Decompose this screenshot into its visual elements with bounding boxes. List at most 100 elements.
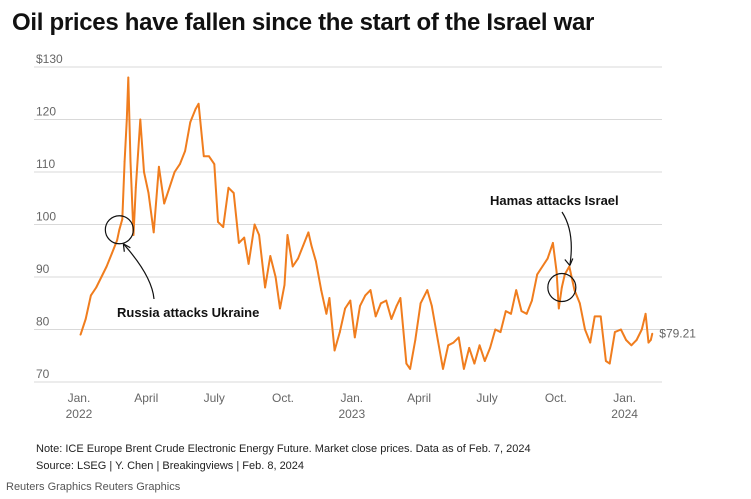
data-point (409, 367, 412, 370)
data-point (243, 236, 246, 239)
data-point (118, 228, 121, 231)
data-point (274, 276, 277, 278)
x-tick-label: July (204, 391, 225, 405)
data-point (129, 160, 132, 163)
x-tick-label: Oct. (545, 391, 567, 405)
chart-source: Source: LSEG | Y. Chen | Breakingviews |… (36, 460, 305, 472)
data-point (463, 367, 465, 370)
data-point (546, 257, 549, 260)
y-tick-label: 90 (36, 262, 50, 276)
data-point (90, 294, 92, 297)
data-point (374, 315, 377, 318)
data-point (426, 289, 429, 292)
annotation-arrow (122, 243, 155, 300)
data-point (315, 260, 317, 263)
data-point (578, 302, 581, 305)
data-point (649, 339, 652, 341)
data-point (589, 341, 592, 344)
data-point (457, 336, 460, 339)
data-point (344, 307, 346, 310)
data-point (353, 336, 356, 339)
data-point (152, 231, 155, 234)
data-point (414, 339, 417, 341)
data-point (520, 310, 523, 313)
data-point (232, 192, 235, 194)
data-point (127, 76, 130, 79)
data-point (625, 339, 628, 341)
x-tick-label: Jan. (340, 391, 363, 405)
y-tick-label: 100 (36, 210, 56, 224)
data-point (593, 315, 596, 318)
data-point (359, 304, 361, 307)
data-point (369, 289, 372, 292)
data-point (541, 265, 544, 268)
data-point (84, 318, 87, 320)
data-point (614, 331, 616, 334)
data-point (202, 155, 205, 158)
last-value-label: $79.21 (659, 327, 696, 341)
y-tick-label: 70 (36, 367, 50, 381)
data-point (105, 265, 108, 268)
data-point (123, 160, 126, 163)
annotation-label: Hamas attacks Israel (490, 193, 619, 208)
annotation-circle (547, 272, 577, 303)
data-point (194, 108, 197, 110)
data-point (560, 286, 563, 289)
data-point (213, 163, 216, 166)
data-point (405, 362, 408, 365)
data-point (121, 218, 124, 221)
x-tick-label: April (407, 391, 431, 405)
y-tick-label: 120 (36, 105, 56, 119)
x-axis: Jan. 2022 April July Oct. Jan. 2023 April July Oc… (66, 391, 639, 421)
data-point (452, 341, 455, 344)
data-point (640, 328, 643, 331)
data-point (419, 302, 422, 305)
data-point (184, 150, 187, 152)
line-chart: $130 120 110 100 90 80 70 Jan. 2022 April July Oct… (34, 52, 696, 421)
data-point (163, 202, 166, 205)
data-point (310, 244, 313, 247)
data-point (605, 360, 607, 362)
data-point (238, 241, 240, 244)
data-point (247, 262, 250, 265)
data-point (279, 307, 281, 310)
data-point (79, 333, 82, 336)
data-point (95, 286, 98, 289)
y-tick-label: 80 (36, 315, 50, 329)
data-point (515, 289, 518, 292)
annotation-circle (104, 215, 134, 245)
data-point (116, 239, 118, 242)
data-point (499, 331, 502, 334)
series: $79.21 (79, 76, 696, 370)
footer-credit: Reuters Graphics Reuters Graphics (6, 481, 181, 493)
data-point (302, 244, 305, 247)
data-point (158, 165, 160, 168)
x-tick-label: Jan. (613, 391, 636, 405)
data-point (525, 312, 528, 315)
arrowhead (122, 243, 131, 252)
data-point (447, 344, 450, 347)
data-point (100, 276, 103, 278)
x-tick-year-label: 2022 (66, 407, 93, 421)
data-point (134, 186, 137, 189)
price-line (79, 76, 654, 370)
y-tick-label: $130 (36, 52, 63, 66)
data-point (297, 257, 299, 260)
data-point (227, 186, 230, 189)
data-point (286, 234, 289, 236)
data-point (364, 294, 367, 297)
data-point (208, 155, 210, 158)
x-tick-label: Jan. (68, 391, 91, 405)
data-point (395, 304, 398, 307)
gridlines (34, 66, 662, 383)
annotation-arrow (561, 211, 572, 266)
annotations: Russia attacks Ukraine Hamas attacks Isra… (104, 193, 619, 320)
data-point (608, 362, 611, 365)
data-point (333, 349, 336, 352)
data-point (178, 163, 181, 166)
data-point (635, 339, 638, 341)
data-point (139, 118, 142, 121)
data-point (478, 344, 481, 347)
y-tick-label: 110 (36, 157, 55, 171)
data-point (338, 331, 341, 334)
